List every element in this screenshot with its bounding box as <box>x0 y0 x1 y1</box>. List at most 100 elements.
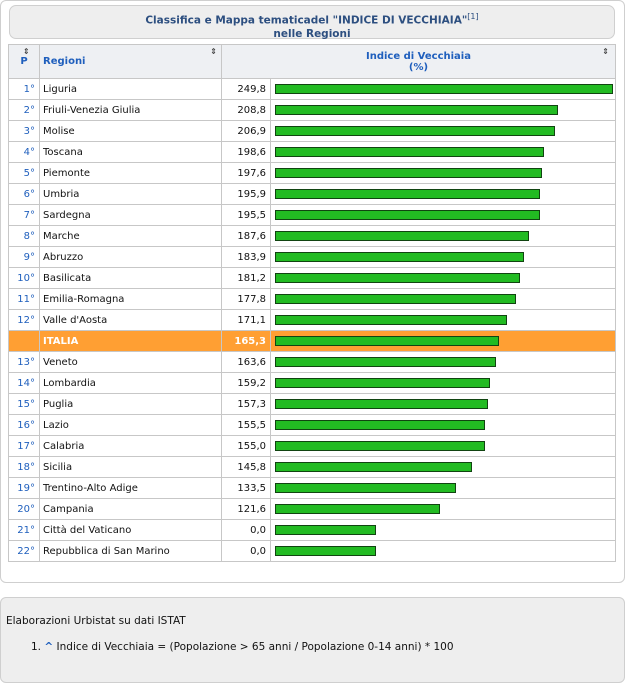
region-name: ITALIA <box>39 330 222 352</box>
value-label: 0,0 <box>221 519 271 541</box>
bar <box>275 357 496 367</box>
table-row: 9° Abruzzo 183,9 <box>8 246 616 268</box>
region-name: Repubblica di San Marino <box>39 540 222 562</box>
value-label: 197,6 <box>221 162 271 184</box>
header-pos-label: P <box>20 56 28 67</box>
table-row-total: ITALIA 165,3 <box>8 330 616 352</box>
bar <box>275 210 540 220</box>
table-row: 20° Campania 121,6 <box>8 498 616 520</box>
rank-cell: 4° <box>8 141 40 163</box>
value-label: 121,6 <box>221 498 271 520</box>
bar-cell <box>270 267 616 289</box>
table-row: 3° Molise 206,9 <box>8 120 616 142</box>
rank-cell: 22° <box>8 540 40 562</box>
value-label: 183,9 <box>221 246 271 268</box>
table-body: 1° Liguria 249,8 2° Friuli-Venezia Giulia 208… <box>8 78 616 562</box>
footer-title: Elaborazioni Urbistat su dati ISTAT <box>6 615 186 627</box>
value-label: 195,5 <box>221 204 271 226</box>
rank-cell: 6° <box>8 183 40 205</box>
table-row: 21° Città del Vaticano 0,0 <box>8 519 616 541</box>
bar-cell <box>270 393 616 415</box>
title-line1: Classifica e Mappa tematicadel "INDICE D… <box>145 14 468 27</box>
header-region[interactable]: ⇕ Regioni <box>39 44 222 79</box>
rank-cell: 17° <box>8 435 40 457</box>
rank-cell <box>8 330 40 352</box>
bar <box>275 252 524 262</box>
bar-cell <box>270 519 616 541</box>
value-label: 133,5 <box>221 477 271 499</box>
value-label: 249,8 <box>221 78 271 100</box>
region-name: Molise <box>39 120 222 142</box>
sort-pos-icon[interactable]: ⇕ <box>23 47 30 56</box>
rank-cell: 21° <box>8 519 40 541</box>
rank-cell: 19° <box>8 477 40 499</box>
table-row: 13° Veneto 163,6 <box>8 351 616 373</box>
table-row: 8° Marche 187,6 <box>8 225 616 247</box>
table-row: 5° Piemonte 197,6 <box>8 162 616 184</box>
rank-cell: 14° <box>8 372 40 394</box>
table-row: 1° Liguria 249,8 <box>8 78 616 100</box>
bar <box>275 315 507 325</box>
bar <box>275 147 544 157</box>
bar-cell <box>270 120 616 142</box>
bar <box>275 126 555 136</box>
ranking-table: ⇕ P ⇕ Regioni ⇕ Indice di Vecchiaia (%) … <box>8 44 616 562</box>
header-value[interactable]: ⇕ Indice di Vecchiaia (%) <box>221 44 616 79</box>
table-row: 7° Sardegna 195,5 <box>8 204 616 226</box>
sort-region-icon[interactable]: ⇕ <box>210 47 217 56</box>
region-name: Lombardia <box>39 372 222 394</box>
bar <box>275 168 542 178</box>
value-label: 206,9 <box>221 120 271 142</box>
table-row: 10° Basilicata 181,2 <box>8 267 616 289</box>
rank-cell: 2° <box>8 99 40 121</box>
bar-cell <box>270 456 616 478</box>
bar-cell <box>270 246 616 268</box>
region-name: Valle d'Aosta <box>39 309 222 331</box>
rank-cell: 12° <box>8 309 40 331</box>
region-name: Città del Vaticano <box>39 519 222 541</box>
bar <box>275 189 540 199</box>
footnote-text: Indice di Vecchiaia = (Popolazione > 65 … <box>56 641 454 653</box>
bar-cell <box>270 330 616 352</box>
bar-cell <box>270 204 616 226</box>
region-name: Puglia <box>39 393 222 415</box>
rank-cell: 13° <box>8 351 40 373</box>
bar-cell <box>270 477 616 499</box>
footer-panel: Elaborazioni Urbistat su dati ISTAT 1. ^… <box>0 597 625 683</box>
header-value-label: Indice di Vecchiaia <box>366 50 471 62</box>
value-label: 155,5 <box>221 414 271 436</box>
footnote-ref-link[interactable]: [1] <box>467 12 479 21</box>
rank-cell: 7° <box>8 204 40 226</box>
rank-cell: 8° <box>8 225 40 247</box>
sort-value-icon[interactable]: ⇕ <box>602 47 609 56</box>
bar <box>275 231 529 241</box>
region-name: Trentino-Alto Adige <box>39 477 222 499</box>
value-label: 171,1 <box>221 309 271 331</box>
value-label: 177,8 <box>221 288 271 310</box>
bar-cell <box>270 99 616 121</box>
table-row: 2° Friuli-Venezia Giulia 208,8 <box>8 99 616 121</box>
region-name: Campania <box>39 498 222 520</box>
bar <box>275 441 485 451</box>
bar-cell <box>270 183 616 205</box>
value-label: 181,2 <box>221 267 271 289</box>
rank-cell: 9° <box>8 246 40 268</box>
table-row: 11° Emilia-Romagna 177,8 <box>8 288 616 310</box>
rank-cell: 18° <box>8 456 40 478</box>
bar-cell <box>270 498 616 520</box>
table-row: 4° Toscana 198,6 <box>8 141 616 163</box>
region-name: Sardegna <box>39 204 222 226</box>
region-name: Sicilia <box>39 456 222 478</box>
rank-cell: 1° <box>8 78 40 100</box>
table-row: 22° Repubblica di San Marino 0,0 <box>8 540 616 562</box>
rank-cell: 16° <box>8 414 40 436</box>
bar <box>275 273 520 283</box>
footnote-back-link[interactable]: ^ <box>44 641 54 653</box>
table-row: 6° Umbria 195,9 <box>8 183 616 205</box>
value-label: 198,6 <box>221 141 271 163</box>
bar-cell <box>270 78 616 100</box>
header-pos[interactable]: ⇕ P <box>8 44 40 79</box>
bar <box>275 483 456 493</box>
bar <box>275 462 472 472</box>
rank-cell: 10° <box>8 267 40 289</box>
